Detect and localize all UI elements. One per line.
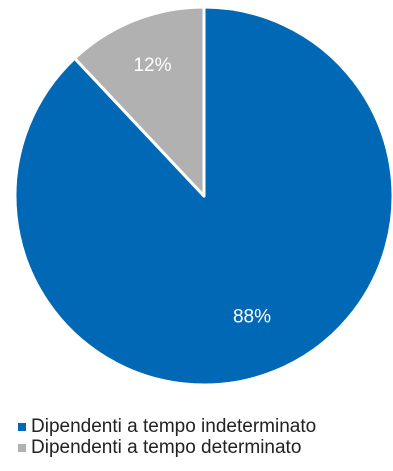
legend-label-determinato: Dipendenti a tempo determinato xyxy=(31,436,302,458)
legend-item-determinato: Dipendenti a tempo determinato xyxy=(18,437,316,458)
legend-label-indeterminato: Dipendenti a tempo indeterminato xyxy=(31,415,317,437)
chart-legend: Dipendenti a tempo indeterminato Dipende… xyxy=(18,416,316,458)
legend-item-indeterminato: Dipendenti a tempo indeterminato xyxy=(18,416,316,437)
pie-slice-1 xyxy=(73,5,206,198)
pie-data-labels: 88% 12% xyxy=(133,55,271,327)
pie-data-label-1: 12% xyxy=(133,55,171,76)
legend-swatch-determinato xyxy=(18,443,26,452)
legend-swatch-indeterminato xyxy=(18,422,26,431)
pie-data-label-0: 88% xyxy=(233,306,271,327)
pie-slices xyxy=(13,5,393,387)
